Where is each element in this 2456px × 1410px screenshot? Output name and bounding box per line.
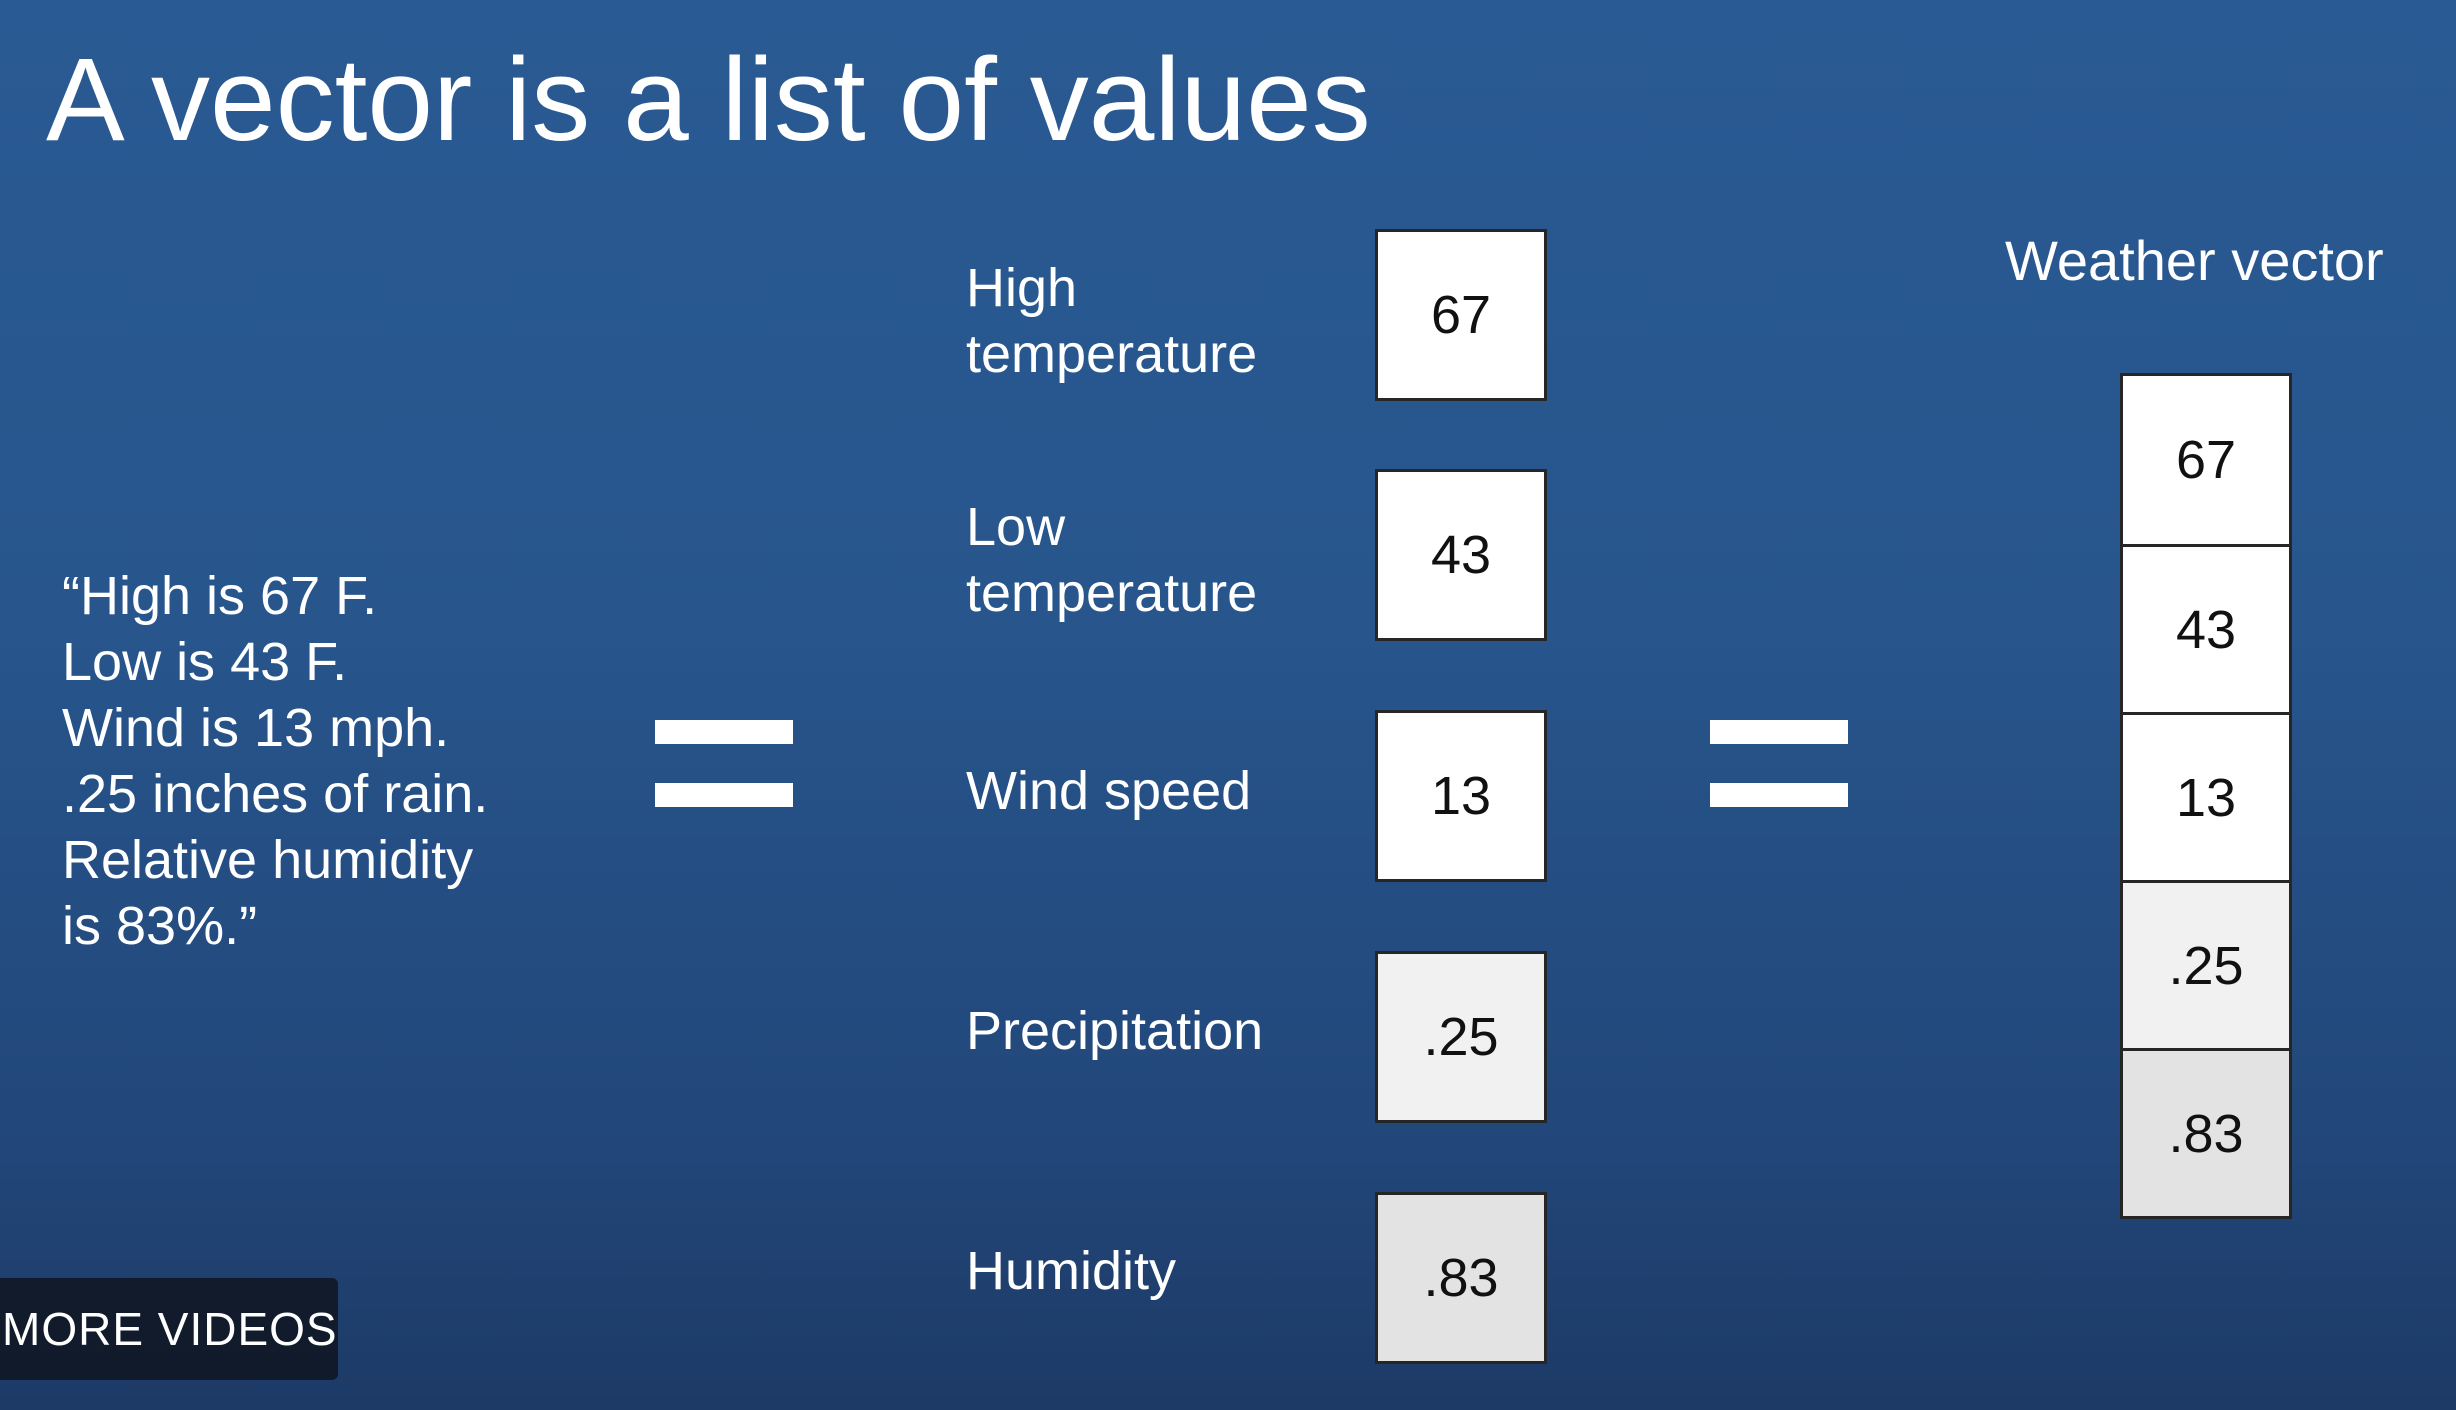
value-box-wind-speed: 13 — [1375, 710, 1547, 882]
more-videos-button[interactable]: MORE VIDEOS — [0, 1278, 338, 1380]
vector-cell: 43 — [2123, 544, 2289, 712]
value-text: .83 — [1423, 1248, 1499, 1308]
vector-cell: 13 — [2123, 712, 2289, 880]
feature-label-humidity: Humidity — [966, 1241, 1177, 1301]
weather-vector-title: Weather vector — [2005, 229, 2384, 292]
slide-title: A vector is a list of values — [46, 34, 1371, 166]
vector-cell: .83 — [2123, 1048, 2289, 1216]
value-box-high-temperature: 67 — [1375, 229, 1547, 401]
equals-bar — [1710, 720, 1848, 744]
feature-label-high-temperature: High temperature — [966, 258, 1258, 384]
feature-label-precipitation: Precipitation — [966, 1001, 1264, 1061]
weather-vector: 67 43 13 .25 .83 — [2120, 373, 2292, 1219]
value-box-low-temperature: 43 — [1375, 469, 1547, 641]
value-text: 67 — [1430, 285, 1492, 345]
weather-quote: “High is 67 F. Low is 43 F. Wind is 13 m… — [62, 563, 582, 959]
quote-line: Low is 43 F. — [62, 632, 348, 692]
feature-label-low-temperature: Low temperature — [966, 497, 1258, 623]
value-text: 43 — [1430, 525, 1492, 585]
equals-bar — [655, 720, 793, 744]
quote-line: .25 inches of rain. — [62, 764, 489, 824]
quote-line: is 83%.” — [62, 896, 258, 956]
vector-cell: 67 — [2123, 376, 2289, 544]
value-text: .25 — [1423, 1007, 1499, 1067]
value-box-humidity: .83 — [1375, 1192, 1547, 1364]
equals-bar — [1710, 783, 1848, 807]
feature-label-wind-speed: Wind speed — [966, 761, 1252, 821]
value-text: 13 — [1430, 766, 1492, 826]
quote-line: Relative humidity — [62, 830, 474, 890]
quote-line: Wind is 13 mph. — [62, 698, 450, 758]
vector-cell: .25 — [2123, 880, 2289, 1048]
equals-bar — [655, 783, 793, 807]
value-box-precipitation: .25 — [1375, 951, 1547, 1123]
quote-line: “High is 67 F. — [62, 566, 378, 626]
